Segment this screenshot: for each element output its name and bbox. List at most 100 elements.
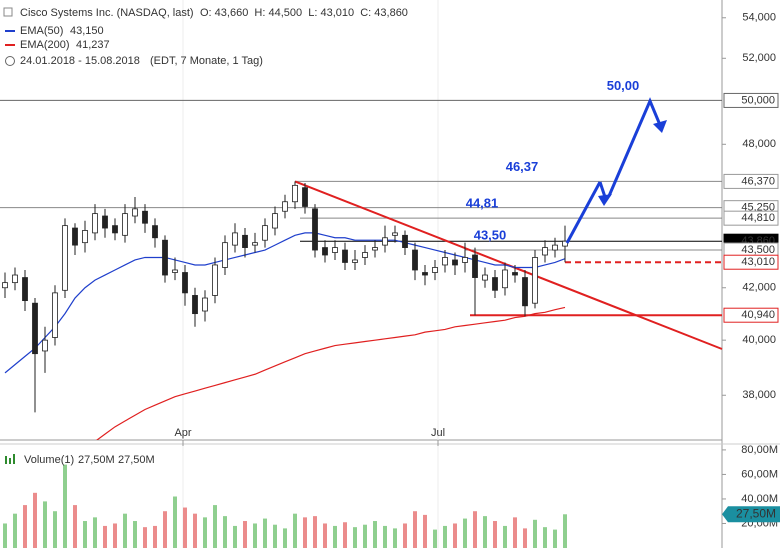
- candle-body: [532, 257, 538, 304]
- volume-bar: [3, 523, 7, 548]
- candle-body: [52, 292, 58, 338]
- candle-body: [132, 208, 138, 217]
- volume-bar: [563, 514, 567, 548]
- volume-bar: [93, 517, 97, 548]
- candle-body: [272, 213, 278, 229]
- volume-bar: [553, 529, 557, 548]
- annotation: 46,37: [506, 159, 539, 174]
- candle-body: [192, 295, 198, 315]
- clock-icon: [5, 56, 15, 66]
- volume-bar: [143, 527, 147, 548]
- level-box: [723, 92, 779, 108]
- volume-bar: [213, 505, 217, 548]
- volume-bar: [353, 527, 357, 548]
- candle-body: [182, 272, 188, 294]
- volume-bar: [473, 511, 477, 548]
- volume-bar: [63, 464, 67, 548]
- y-tick-label: 38,000: [742, 389, 776, 401]
- volume-bar: [333, 525, 337, 548]
- candle-body: [402, 234, 408, 248]
- volume-bar: [453, 523, 457, 548]
- volume-icon: [9, 458, 11, 464]
- volume-bar: [253, 523, 257, 548]
- volume-value: 27,50M: [118, 454, 155, 466]
- x-tick-label: Apr: [174, 427, 191, 439]
- projection: [565, 97, 667, 244]
- volume-bar: [33, 492, 37, 548]
- volume-bar: [223, 516, 227, 548]
- candle-body: [522, 277, 528, 307]
- period-detail: (EDT, 7 Monate, 1 Tag): [150, 55, 263, 67]
- volume-bar: [193, 513, 197, 548]
- candle-body: [302, 187, 308, 207]
- volume-bar: [133, 521, 137, 548]
- candle-body: [152, 225, 158, 239]
- volume-bar: [303, 517, 307, 548]
- candle-body: [222, 242, 228, 268]
- volume-bar: [323, 523, 327, 548]
- volume-bar: [113, 523, 117, 548]
- volume-bar: [43, 501, 47, 548]
- candle-body: [362, 252, 368, 258]
- plot: [0, 0, 723, 548]
- legend-icon: [3, 7, 13, 17]
- trend-line: [294, 180, 723, 350]
- volume-bar: [13, 513, 17, 548]
- arrowhead: [598, 194, 612, 206]
- y-tick-label: 48,000: [742, 138, 776, 150]
- volume-bar: [263, 518, 267, 548]
- y-tick-label: 54,000: [742, 12, 776, 24]
- candle-body: [202, 297, 208, 312]
- volume-bar: [343, 522, 347, 548]
- level-box: [723, 173, 779, 189]
- candle-body: [462, 257, 468, 263]
- candle-body: [432, 267, 438, 273]
- level-box: [723, 254, 779, 270]
- y-tick-label: 42,000: [742, 282, 776, 294]
- volume-bar: [313, 516, 317, 548]
- candle-body: [482, 274, 488, 281]
- indicator-line: [95, 306, 566, 440]
- candle-body: [102, 215, 108, 229]
- volume-bar: [173, 496, 177, 548]
- candle-body: [472, 254, 478, 278]
- arrow: [607, 97, 662, 197]
- y-tick-label: 60,00M: [741, 468, 778, 480]
- volume-bar: [183, 507, 187, 548]
- volume-last-label: 27,50M: [736, 506, 776, 520]
- candle-body: [22, 277, 28, 302]
- volume-name: Volume(1): [24, 454, 74, 466]
- candle-body: [62, 225, 68, 291]
- candle-body: [552, 244, 558, 251]
- annotation: 50,00: [607, 78, 640, 93]
- header-ohlc: O: 43,660 H: 44,500 L: 43,010 C: 43,860: [200, 7, 408, 19]
- candle-body: [172, 269, 178, 273]
- period: 24.01.2018 - 15.08.2018: [20, 55, 140, 67]
- level-label: 46,370: [741, 175, 775, 187]
- volume-bar: [243, 521, 247, 548]
- volume-bar: [73, 505, 77, 548]
- annotation: 44,81: [466, 196, 499, 211]
- y-tick-label: 40,000: [742, 334, 776, 346]
- arrow: [565, 181, 602, 244]
- arrowhead: [653, 120, 667, 133]
- volume-bar: [23, 505, 27, 548]
- candle-body: [412, 249, 418, 271]
- volume-bar: [163, 511, 167, 548]
- candle-body: [252, 242, 258, 246]
- volume-bar: [283, 528, 287, 548]
- candle-body: [542, 247, 548, 256]
- header-title: Cisco Systems Inc. (NASDAQ, last): [20, 7, 194, 19]
- volume-bar: [373, 521, 377, 548]
- volume-bar: [523, 528, 527, 548]
- level-label: 43,010: [741, 256, 775, 268]
- volume-box: [722, 506, 780, 523]
- candle-body: [512, 272, 518, 276]
- candle-body: [2, 282, 8, 289]
- candle-body: [262, 225, 268, 241]
- legend-value: 41,237: [76, 39, 110, 51]
- candle-body: [322, 247, 328, 256]
